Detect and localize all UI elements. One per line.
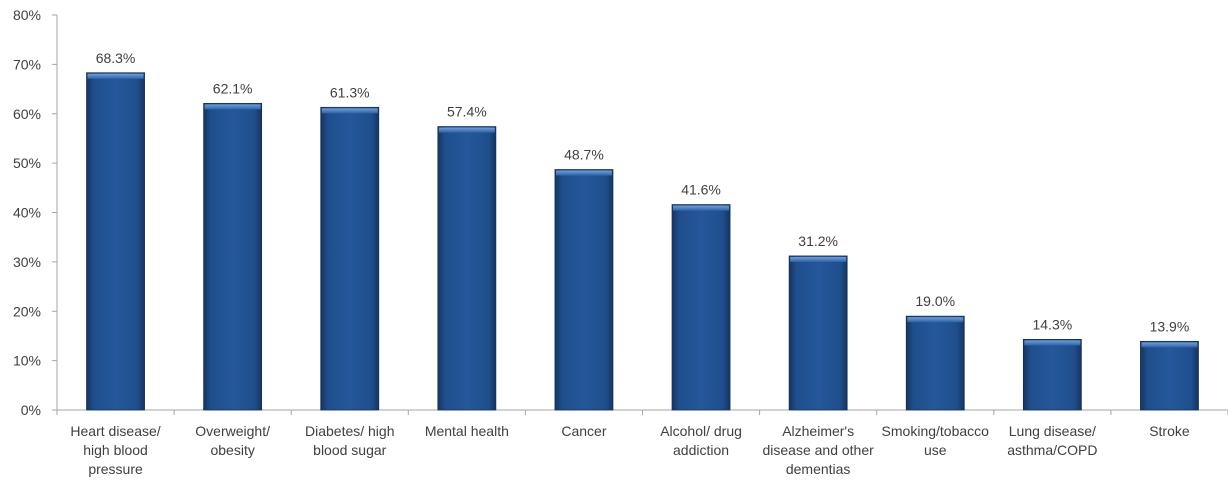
data-label: 41.6% (681, 182, 721, 198)
x-category-label: Diabetes/ high blood sugar (305, 423, 395, 458)
bar-highlight (790, 256, 847, 262)
bar (320, 106, 380, 411)
x-category-line: Diabetes/ high (305, 423, 395, 439)
x-category-line: Heart disease/ (70, 423, 160, 439)
bar (788, 255, 848, 411)
x-category-line: high blood (83, 442, 148, 458)
bar (671, 204, 731, 411)
x-category-line: pressure (88, 461, 143, 477)
data-label: 57.4% (447, 104, 487, 120)
data-label: 68.3% (96, 50, 136, 66)
x-category-label: Heart disease/high blood pressure (70, 423, 160, 477)
y-tick-label: 50% (13, 155, 41, 171)
x-category-line: Cancer (561, 423, 606, 439)
bar (1140, 340, 1199, 411)
axes: 0% 10% 20% 30% 40% 50% 60% 70% 80% Heart disease/… (13, 7, 1228, 477)
bar-highlight (1024, 340, 1081, 346)
x-category-line: Mental health (425, 423, 509, 439)
x-category-line: Stroke (1149, 423, 1190, 439)
data-label: 13.9% (1150, 318, 1190, 334)
bar-highlight (555, 170, 612, 176)
bar (203, 102, 263, 411)
x-category-label: Stroke (1149, 423, 1190, 439)
data-label: 48.7% (564, 147, 604, 163)
data-label: 14.3% (1032, 316, 1072, 332)
y-tick-label: 20% (13, 303, 41, 319)
bar-highlight (438, 127, 495, 133)
x-category-label: Lung disease/asthma/COPD (1007, 423, 1097, 458)
bar (554, 169, 614, 411)
data-label: 31.2% (798, 233, 838, 249)
data-label: 19.0% (915, 293, 955, 309)
x-category-label: Alzheimer's disease and other dementias (762, 423, 874, 477)
bar (1022, 338, 1082, 411)
x-category-line: Alcohol/ drug (660, 423, 742, 439)
bar (437, 126, 497, 411)
y-tick-label: 30% (13, 254, 41, 270)
x-category-line: Smoking/tobacco (882, 423, 990, 439)
x-category-line: dementias (786, 461, 851, 477)
y-tick-label: 60% (13, 106, 41, 122)
x-category-line: Alzheimer's (782, 423, 854, 439)
y-tick-label: 40% (13, 205, 41, 221)
y-tick-label: 70% (13, 56, 41, 72)
data-labels: 68.3% 62.1% 61.3% 57.4% 48.7% 41.6% 31.2% 19.0%… (96, 50, 1190, 335)
bar-highlight (673, 205, 730, 211)
bar (905, 315, 965, 411)
x-category-line: addiction (673, 442, 729, 458)
x-category-line: blood sugar (313, 442, 387, 458)
bars (86, 72, 1199, 411)
bar-highlight (1141, 342, 1198, 348)
x-category-label: Cancer (561, 423, 606, 439)
y-tick-label: 0% (21, 402, 41, 418)
y-tick-label: 10% (13, 353, 41, 369)
bar-highlight (87, 73, 144, 79)
data-label: 62.1% (213, 80, 253, 96)
data-label: 61.3% (330, 84, 370, 100)
bar (86, 72, 145, 411)
x-category-line: Overweight/ (195, 423, 270, 439)
x-category-line: asthma/COPD (1007, 442, 1097, 458)
y-tick-label: 80% (13, 7, 41, 23)
x-category-label: Overweight/obesity (195, 423, 270, 458)
bar-highlight (321, 108, 378, 114)
x-category-line: Lung disease/ (1009, 423, 1096, 439)
x-category-line: use (924, 442, 947, 458)
x-category-label: Mental health (425, 423, 509, 439)
x-category-label: Smoking/tobacco use (882, 423, 990, 458)
bar-highlight (907, 317, 964, 323)
bar-highlight (204, 104, 261, 110)
x-category-line: obesity (210, 442, 254, 458)
x-category-line: disease and other (762, 442, 874, 458)
x-category-label: Alcohol/ drug addiction (660, 423, 742, 458)
